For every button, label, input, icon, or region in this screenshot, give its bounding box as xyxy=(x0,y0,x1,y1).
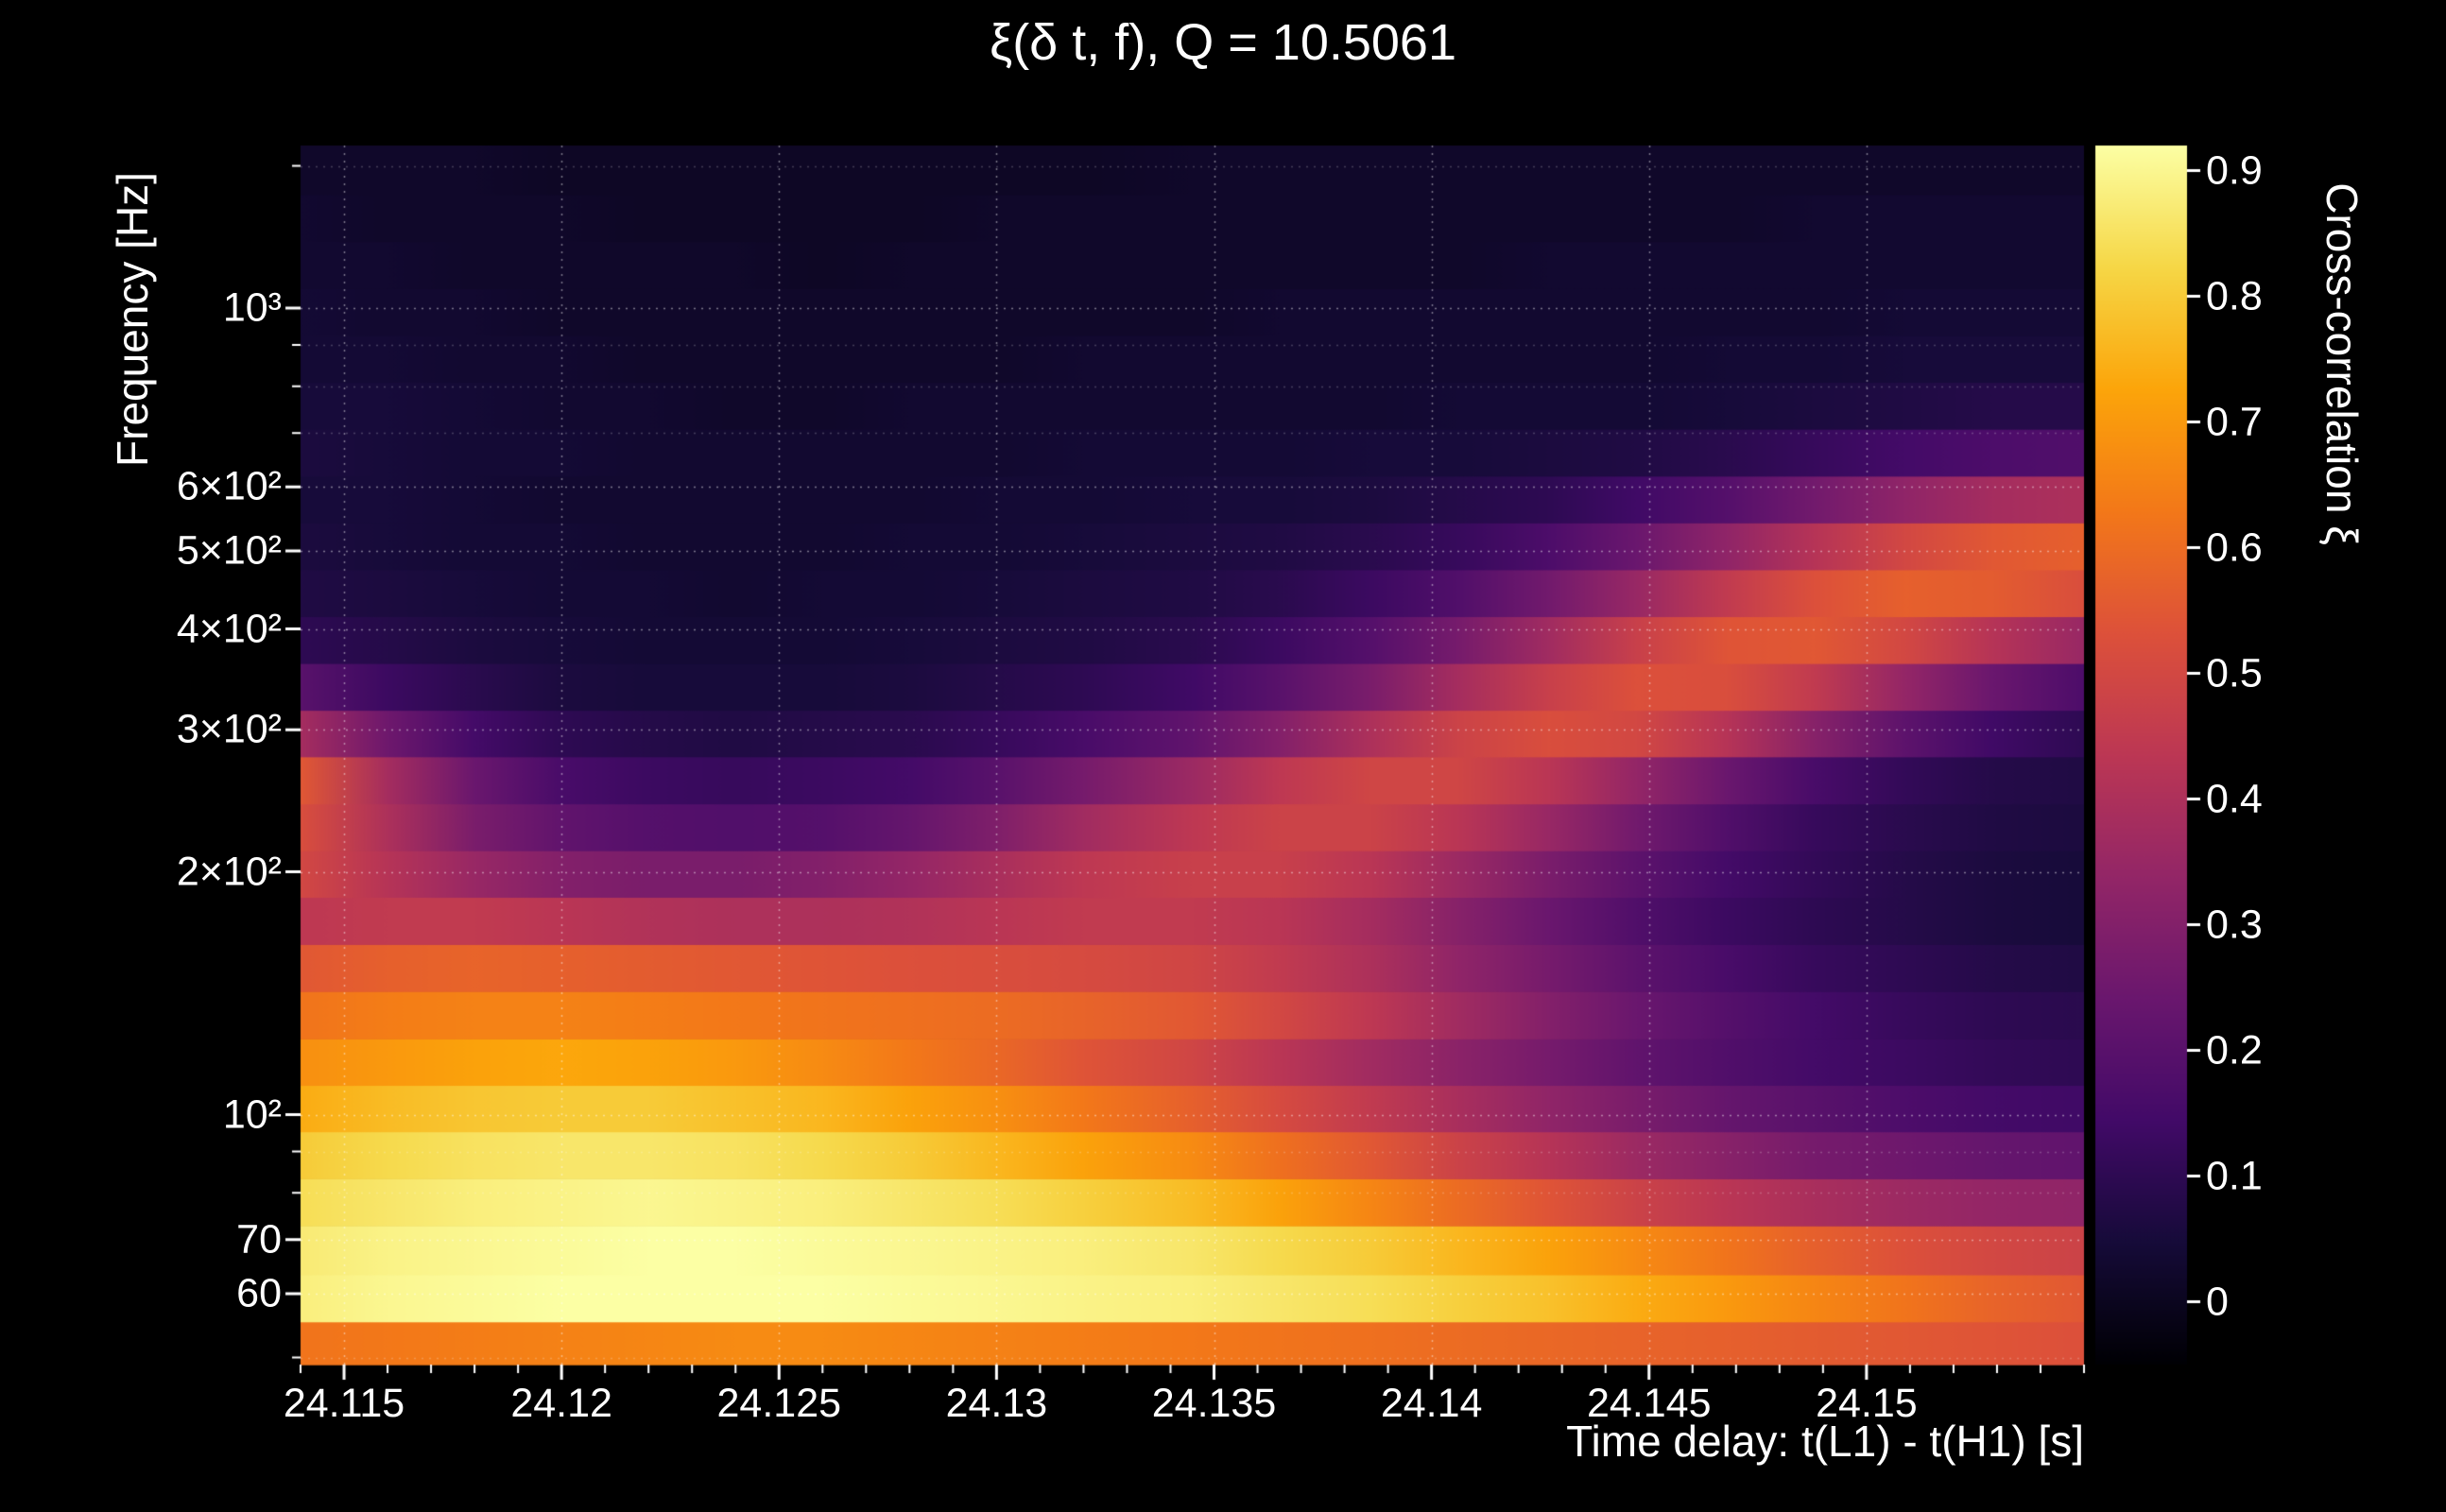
heatmap-canvas xyxy=(0,0,2446,1512)
cross-correlation-chart: ξ(δ t, f), Q = 10.5061 Frequency [Hz] Ti… xyxy=(0,0,2446,1512)
